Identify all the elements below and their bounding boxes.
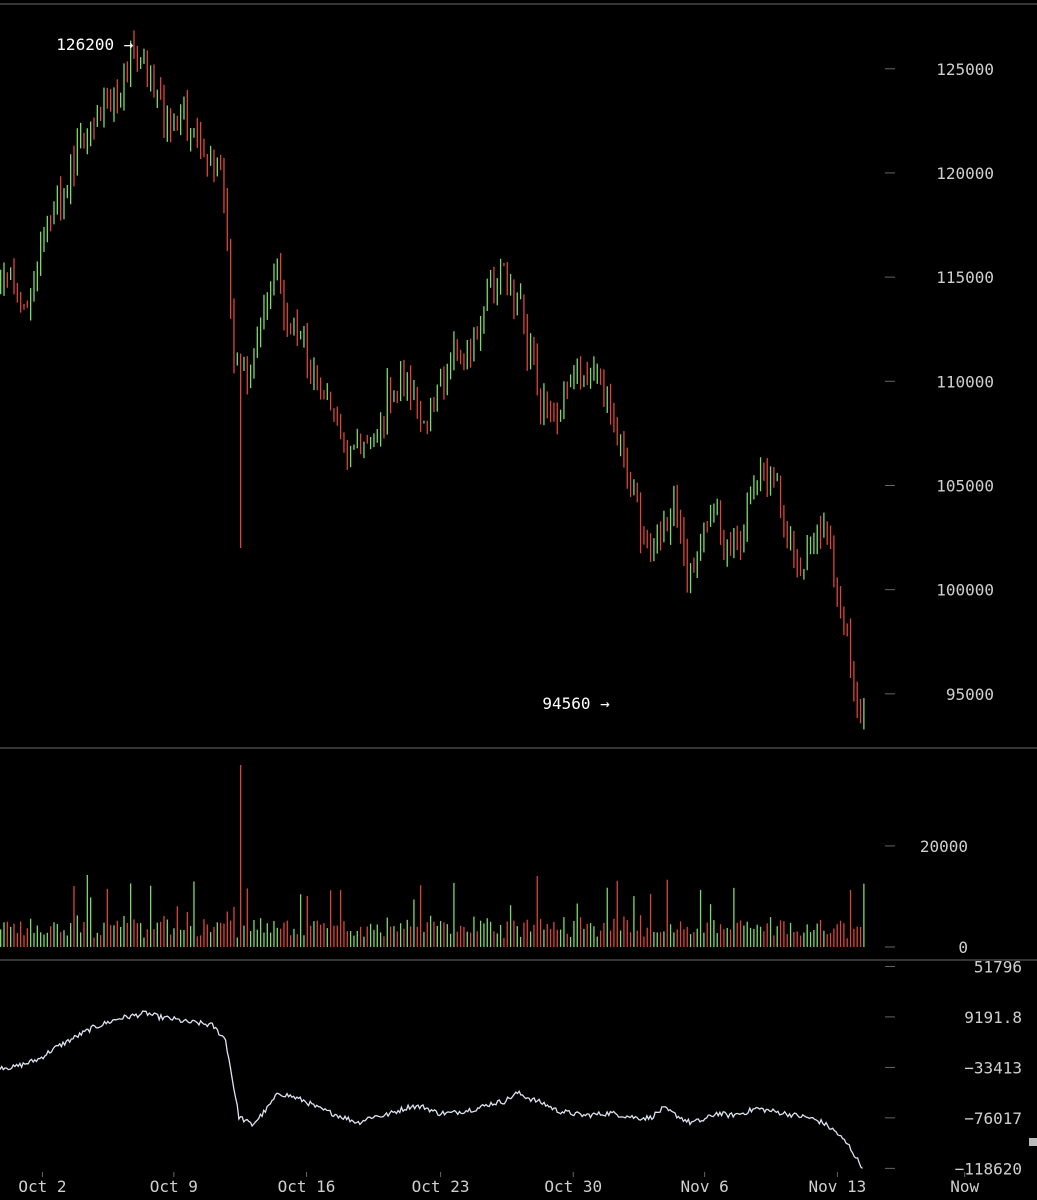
price-panel: 125000 120000 115000 110000 105000 100000 9500… (0, 30, 994, 730)
x-tick-label: Oct 2 (18, 1177, 66, 1196)
indicator-panel: 51796 9191.8 −33413 −76017 −118620 (0, 957, 1022, 1178)
indicator-tick-label: 51796 (974, 957, 1022, 976)
x-tick-label: Oct 23 (412, 1177, 470, 1196)
price-tick-label: 100000 (936, 581, 994, 600)
x-tick-label: Oct 16 (278, 1177, 336, 1196)
price-tick-label: 110000 (936, 372, 994, 391)
indicator-tick-label: 9191.8 (964, 1008, 1022, 1027)
indicator-line (0, 1010, 863, 1169)
price-annotation: 126200 → (56, 35, 133, 54)
x-tick-label: Oct 30 (544, 1177, 602, 1196)
volume-tick-label: 20000 (920, 837, 968, 856)
price-tick-label: 120000 (936, 164, 994, 183)
x-axis: Oct 2 Oct 9 Oct 16 Oct 23 Oct 30 Nov 6 Nov 13 N… (18, 1172, 980, 1196)
price-annotation: 94560 → (542, 694, 610, 713)
x-tick-label: Now (950, 1177, 979, 1196)
indicator-tick-label: −118620 (955, 1159, 1022, 1178)
x-tick-label: Oct 9 (150, 1177, 198, 1196)
indicator-tick-label: −33413 (964, 1058, 1022, 1077)
x-tick-label: Nov 13 (808, 1177, 866, 1196)
price-tick-label: 95000 (946, 685, 994, 704)
scroll-handle[interactable] (1029, 1138, 1037, 1146)
x-tick-label: Nov 6 (681, 1177, 729, 1196)
price-tick-label: 115000 (936, 268, 994, 287)
volume-tick-label: 0 (958, 938, 968, 957)
volume-panel: 20000 0 (0, 765, 968, 957)
price-tick-label: 105000 (936, 476, 994, 495)
price-tick-label: 125000 (936, 60, 994, 79)
indicator-tick-label: −76017 (964, 1109, 1022, 1128)
